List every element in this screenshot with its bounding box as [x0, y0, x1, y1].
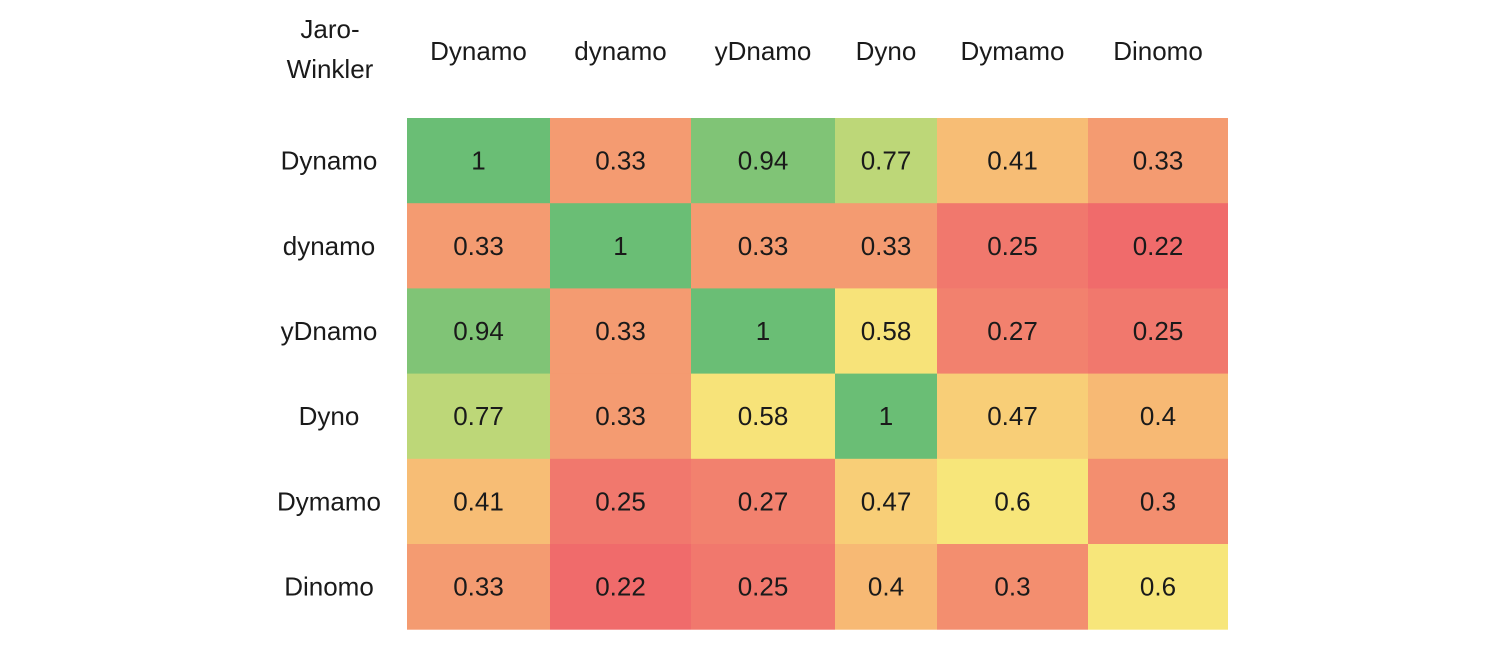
heatmap-cell — [1088, 373, 1228, 460]
column-label: Dymamo — [960, 36, 1064, 66]
cell-value-label: 1 — [471, 146, 485, 176]
cell-value-label: 0.4 — [868, 572, 904, 602]
heatmap-cell — [691, 118, 835, 204]
heatmap-cell — [550, 118, 691, 204]
heatmap-cell — [835, 288, 937, 375]
heatmap-cell — [1088, 118, 1228, 204]
heatmap-cell — [937, 118, 1088, 204]
cell-value-label: 0.33 — [861, 231, 912, 261]
cell-value-label: 0.58 — [861, 316, 912, 346]
heatmap-cell — [835, 544, 937, 630]
cell-value-label: 0.33 — [595, 146, 646, 176]
heatmap-cell — [937, 203, 1088, 289]
column-label: dynamo — [574, 36, 667, 66]
cell-value-label: 1 — [613, 231, 627, 261]
column-label: yDnamo — [715, 36, 812, 66]
row-label: Dyno — [299, 401, 360, 431]
cell-value-label: 0.47 — [861, 486, 912, 516]
row-label: yDnamo — [281, 316, 378, 346]
heatmap-cell — [1088, 288, 1228, 375]
heatmap-cell — [937, 544, 1088, 630]
heatmap-cell — [550, 288, 691, 375]
heatmap-cell — [835, 373, 937, 460]
heatmap-cell — [835, 458, 937, 545]
cell-value-label: 0.25 — [738, 572, 789, 602]
corner-label-line-2: Winkler — [286, 54, 374, 84]
cell-value-label: 0.22 — [1133, 231, 1184, 261]
heatmap-cell — [835, 118, 937, 204]
cell-value-label: 0.47 — [987, 401, 1038, 431]
cell-value-label: 0.33 — [1133, 146, 1184, 176]
cell-value-label: 0.25 — [595, 486, 646, 516]
heatmap-cell — [835, 203, 937, 289]
cell-value-label: 0.41 — [987, 146, 1038, 176]
cell-value-label: 0.25 — [987, 231, 1038, 261]
cell-value-label: 0.33 — [595, 316, 646, 346]
column-label: Dynamo — [430, 36, 527, 66]
cell-value-label: 0.25 — [1133, 316, 1184, 346]
heatmap-cell — [407, 118, 550, 204]
heatmap-cell — [407, 373, 550, 460]
cell-value-label: 0.4 — [1140, 401, 1176, 431]
cell-value-label: 0.33 — [453, 572, 504, 602]
row-label: Dymamo — [277, 486, 381, 516]
cell-value-label: 0.27 — [738, 486, 789, 516]
cell-value-label: 0.3 — [1140, 486, 1176, 516]
heatmap-cell — [407, 203, 550, 289]
heatmap-cell — [691, 288, 835, 375]
cell-value-label: 1 — [756, 316, 770, 346]
heatmap-cell — [550, 544, 691, 630]
heatmap-cell — [691, 458, 835, 545]
cell-value-label: 0.22 — [595, 572, 646, 602]
heatmap-cell — [407, 288, 550, 375]
heatmap-cell — [937, 458, 1088, 545]
cell-value-label: 0.33 — [738, 231, 789, 261]
cell-value-label: 0.58 — [738, 401, 789, 431]
column-label: Dyno — [856, 36, 917, 66]
row-label: Dinomo — [284, 572, 374, 602]
heatmap-cell — [550, 203, 691, 289]
cell-value-label: 0.77 — [861, 146, 912, 176]
cell-value-label: 0.27 — [987, 316, 1038, 346]
heatmap-cell — [691, 203, 835, 289]
heatmap-cell — [1088, 203, 1228, 289]
cell-value-label: 1 — [879, 401, 893, 431]
heatmap-cell — [691, 544, 835, 630]
heatmap-cell — [691, 373, 835, 460]
cell-value-label: 0.94 — [738, 146, 789, 176]
heatmap-cell — [937, 373, 1088, 460]
cell-value-label: 0.33 — [453, 231, 504, 261]
cell-value-label: 0.6 — [1140, 572, 1176, 602]
heatmap-cell — [1088, 544, 1228, 630]
heatmap-cell — [550, 373, 691, 460]
heatmap-cell — [937, 288, 1088, 375]
cell-value-label: 0.33 — [595, 401, 646, 431]
cell-value-label: 0.94 — [453, 316, 504, 346]
cell-value-label: 0.77 — [453, 401, 504, 431]
row-label: Dynamo — [281, 146, 378, 176]
heatmap-cell — [1088, 458, 1228, 545]
cell-value-label: 0.6 — [994, 486, 1030, 516]
heatmap-cell — [407, 458, 550, 545]
heatmap-cell — [550, 458, 691, 545]
row-label: dynamo — [283, 231, 376, 261]
column-label: Dinomo — [1113, 36, 1203, 66]
cell-value-label: 0.3 — [994, 572, 1030, 602]
heatmap-cell — [407, 544, 550, 630]
corner-label-line-1: Jaro- — [300, 14, 360, 44]
cell-value-label: 0.41 — [453, 486, 504, 516]
